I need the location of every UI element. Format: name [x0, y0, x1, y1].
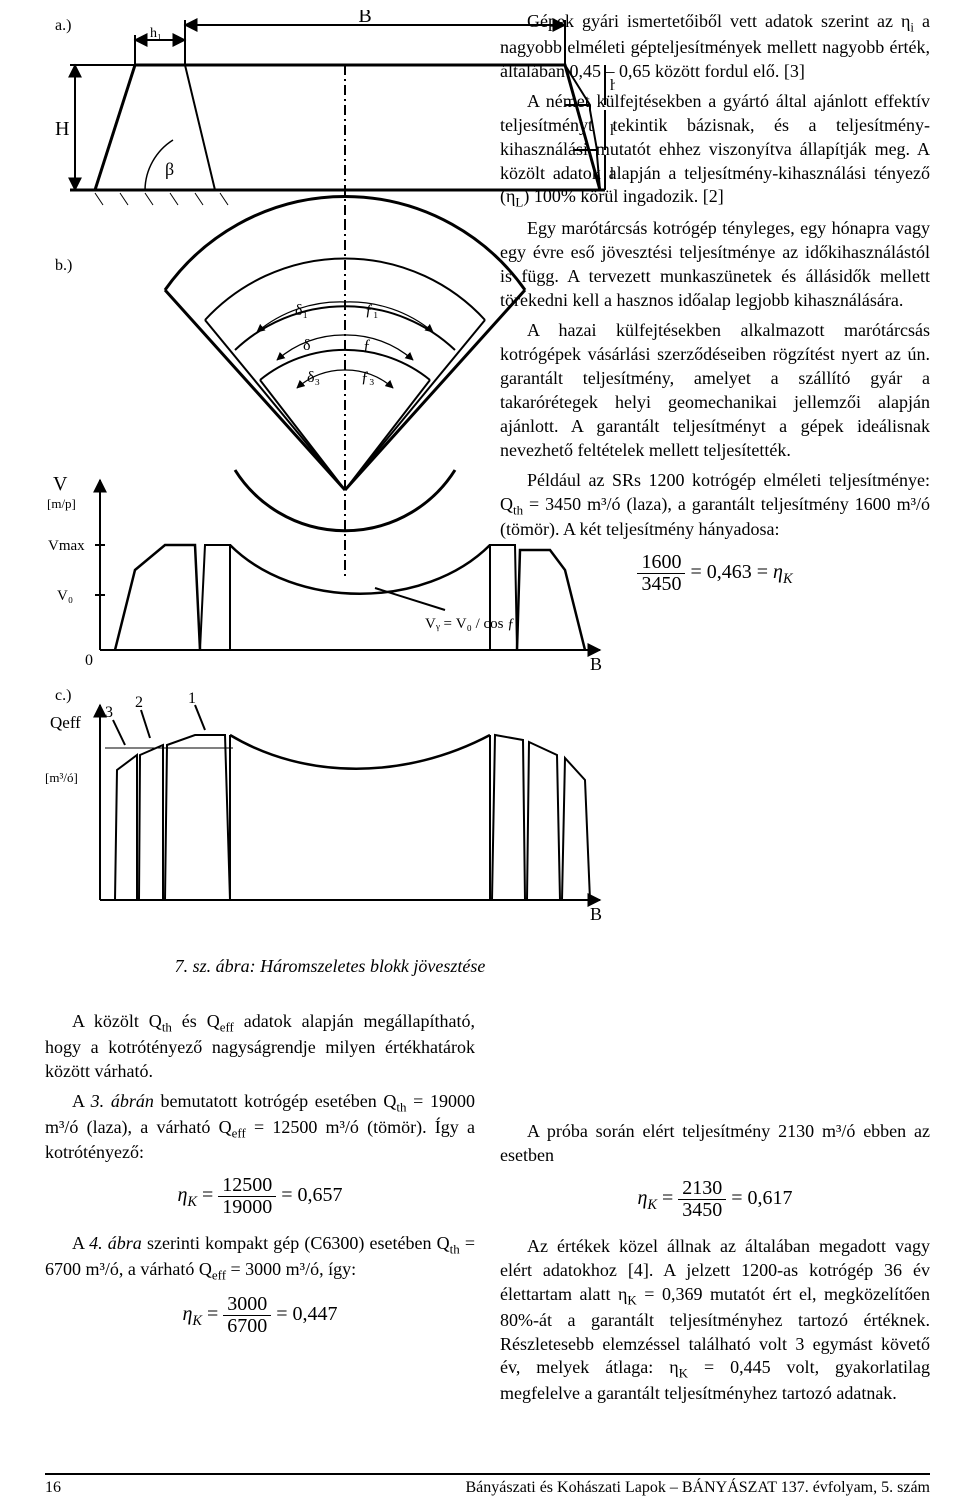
page-source: Bányászati és Kohászati Lapok – BÁNYÁSZA…: [466, 1479, 931, 1497]
p-r3: Egy marótárcsás kotrógép tényleges, egy …: [500, 217, 930, 313]
p-r5: Például az SRs 1200 kotrógép elméleti te…: [500, 469, 930, 543]
equation-3: 16003450 = 0,463 = ηK: [500, 552, 930, 595]
label-a: a.): [55, 17, 71, 34]
p-r7: Az értékek közel állnak az általában meg…: [500, 1235, 930, 1406]
svg-text:δ₃: δ₃: [307, 369, 320, 386]
svg-text:[m/p]: [m/p]: [47, 496, 76, 511]
svg-text:B: B: [590, 654, 602, 674]
svg-text:δ: δ: [303, 337, 311, 354]
p-r6: A próba során elért teljesítmény 2130 m³…: [500, 1120, 930, 1168]
svg-text:0: 0: [85, 652, 93, 669]
svg-text:H: H: [55, 118, 69, 140]
svg-text:ƒ₁: ƒ₁: [365, 302, 379, 319]
label-B: B: [358, 10, 371, 27]
svg-text:B: B: [590, 904, 602, 924]
svg-text:ƒ: ƒ: [363, 337, 371, 354]
right-column-lower: A próba során elért teljesítmény 2130 m³…: [500, 1120, 930, 1412]
p-left-1: A közölt Qth és Qeff adatok alapján megá…: [45, 1010, 475, 1084]
svg-text:1: 1: [188, 690, 196, 707]
svg-text:Vᵧ = V₀ / cos ƒ: Vᵧ = V₀ / cos ƒ: [425, 616, 515, 632]
left-column: A közölt Qth és Qeff adatok alapján megá…: [45, 1010, 475, 1351]
equation-1: ηK = 1250019000 = 0,657: [45, 1175, 475, 1218]
svg-text:2: 2: [135, 694, 143, 711]
p-r4: A hazai külfejtésekben alkalmazott marót…: [500, 319, 930, 463]
right-column: Gépek gyári ismertetőiből vett adatok sz…: [500, 10, 930, 609]
svg-text:Vmax: Vmax: [48, 538, 85, 554]
svg-text:V₀: V₀: [57, 588, 73, 604]
svg-text:ƒ₃: ƒ₃: [361, 369, 375, 386]
label-h1top: h₁: [150, 26, 162, 41]
page-number: 16: [45, 1479, 61, 1497]
svg-text:V: V: [53, 473, 68, 495]
equation-4: ηK = 21303450 = 0,617: [500, 1178, 930, 1221]
label-b: b.): [55, 257, 72, 274]
p-left-3: A 4. ábra szerinti kompakt gép (C6300) e…: [45, 1232, 475, 1284]
svg-text:β: β: [165, 159, 174, 179]
label-c: c.): [55, 687, 71, 704]
p-r2: A német külfejtésekben a gyártó által aj…: [500, 90, 930, 212]
svg-text:[m³/ó]: [m³/ó]: [45, 770, 78, 785]
equation-2: ηK = 30006700 = 0,447: [45, 1294, 475, 1337]
p-left-2: A 3. ábrán bemutatott kotrógép esetében …: [45, 1090, 475, 1166]
p-r1: Gépek gyári ismertetőiből vett adatok sz…: [500, 10, 930, 84]
svg-text:3: 3: [105, 704, 113, 721]
figure-caption: 7. sz. ábra: Háromszeletes blokk jöveszt…: [45, 956, 615, 977]
page-footer: 16 Bányászati és Kohászati Lapok – BÁNYÁ…: [45, 1473, 930, 1497]
svg-text:δ₁: δ₁: [295, 302, 308, 319]
svg-text:Qeff: Qeff: [50, 713, 81, 732]
